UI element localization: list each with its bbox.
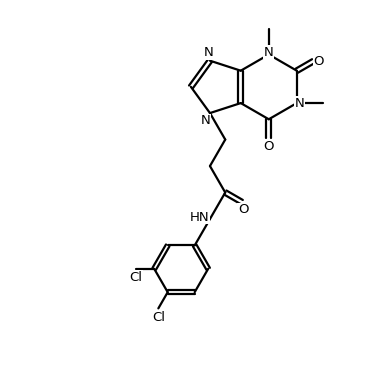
Text: O: O: [263, 139, 274, 153]
Text: HN: HN: [190, 211, 210, 224]
Text: O: O: [238, 204, 249, 216]
Text: Cl: Cl: [129, 271, 142, 284]
Text: N: N: [203, 46, 213, 59]
Text: O: O: [314, 55, 324, 68]
Text: N: N: [201, 114, 211, 127]
Text: N: N: [295, 96, 304, 110]
Text: Cl: Cl: [152, 311, 165, 323]
Text: N: N: [264, 46, 274, 59]
